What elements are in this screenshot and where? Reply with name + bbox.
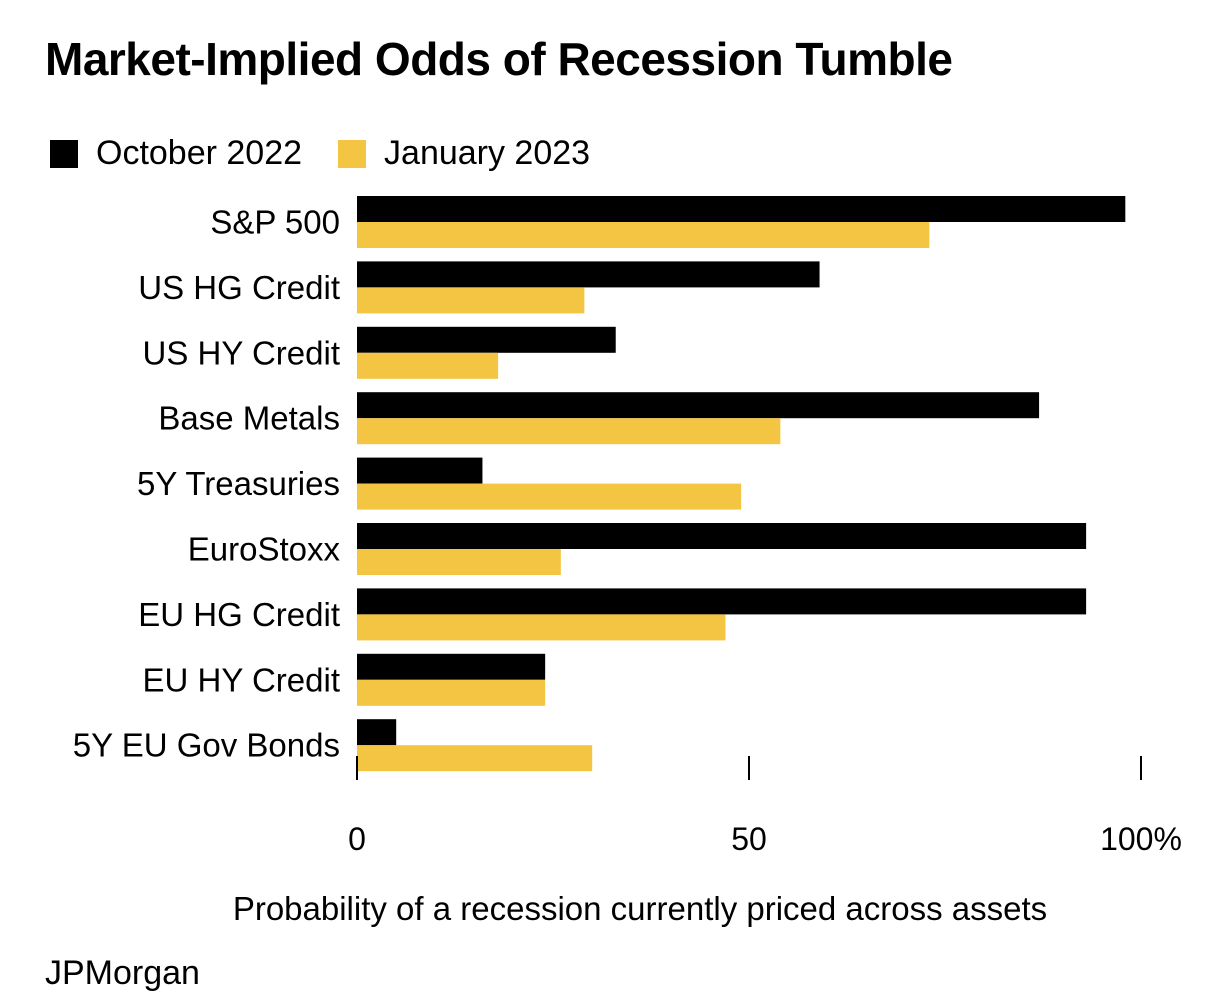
bar-eu-hy-credit-january-2023 — [357, 679, 546, 706]
bar-us-hy-credit-january-2023 — [357, 352, 499, 379]
category-label-5y-eu-gov-bonds: 5Y EU Gov Bonds — [73, 727, 340, 764]
x-axis-label: Probability of a recession currently pri… — [233, 890, 1047, 927]
bar-5y-treasuries-october-2022 — [357, 457, 483, 484]
bar-5y-eu-gov-bonds-january-2023 — [357, 745, 593, 772]
category-label-eu-hg-credit: EU HG Credit — [138, 596, 340, 633]
x-axis: 0 50 100% — [348, 756, 1182, 857]
legend-label-october-2022: October 2022 — [96, 134, 303, 172]
bar-5y-eu-gov-bonds-october-2022 — [357, 719, 397, 746]
legend-item-october-2022: October 2022 — [50, 134, 302, 173]
category-label-sandp-500: S&P 500 — [210, 204, 340, 241]
source-label: JPMorgan — [45, 954, 200, 992]
bar-eurostoxx-january-2023 — [357, 549, 561, 575]
bar-us-hy-credit-october-2022 — [357, 326, 616, 353]
bar-eurostoxx-october-2022 — [357, 523, 1087, 549]
bar-eu-hg-credit-october-2022 — [357, 588, 1087, 615]
bar-chart: S&P 500 US HG Credit US HY Credit Base Meta… — [73, 196, 1182, 927]
bar-eu-hy-credit-october-2022 — [357, 653, 546, 680]
bar-us-hg-credit-october-2022 — [357, 261, 820, 288]
category-label-eu-hy-credit: EU HY Credit — [143, 661, 340, 698]
legend-swatch-january-2023 — [338, 139, 367, 168]
bar-us-hg-credit-january-2023 — [357, 287, 585, 314]
category-label-eurostoxx: EuroStoxx — [188, 531, 341, 568]
bar-sandp-500-january-2023 — [357, 222, 930, 248]
legend-label-january-2023: January 2023 — [384, 134, 591, 172]
x-tick-label-100: 100% — [1100, 821, 1182, 857]
x-tick-label-0: 0 — [348, 821, 366, 857]
bar-base-metals-october-2022 — [357, 392, 1040, 419]
category-label-us-hy-credit: US HY Credit — [143, 334, 340, 371]
chart-title: Market-Implied Odds of Recession Tumble — [45, 33, 953, 85]
category-labels: S&P 500 US HG Credit US HY Credit Base Meta… — [73, 204, 341, 764]
category-label-5y-treasuries: 5Y Treasuries — [137, 465, 340, 502]
legend: October 2022 January 2023 — [50, 134, 626, 173]
legend-swatch-october-2022 — [50, 139, 78, 168]
category-label-us-hg-credit: US HG Credit — [138, 269, 340, 306]
bar-5y-treasuries-january-2023 — [357, 483, 742, 510]
bar-base-metals-january-2023 — [357, 418, 781, 445]
bar-eu-hg-credit-january-2023 — [357, 614, 726, 641]
bars-layer — [357, 196, 1126, 772]
legend-item-january-2023: January 2023 — [338, 134, 590, 173]
bar-sandp-500-october-2022 — [357, 196, 1126, 222]
category-label-base-metals: Base Metals — [158, 400, 340, 437]
x-tick-label-50: 50 — [731, 821, 767, 857]
